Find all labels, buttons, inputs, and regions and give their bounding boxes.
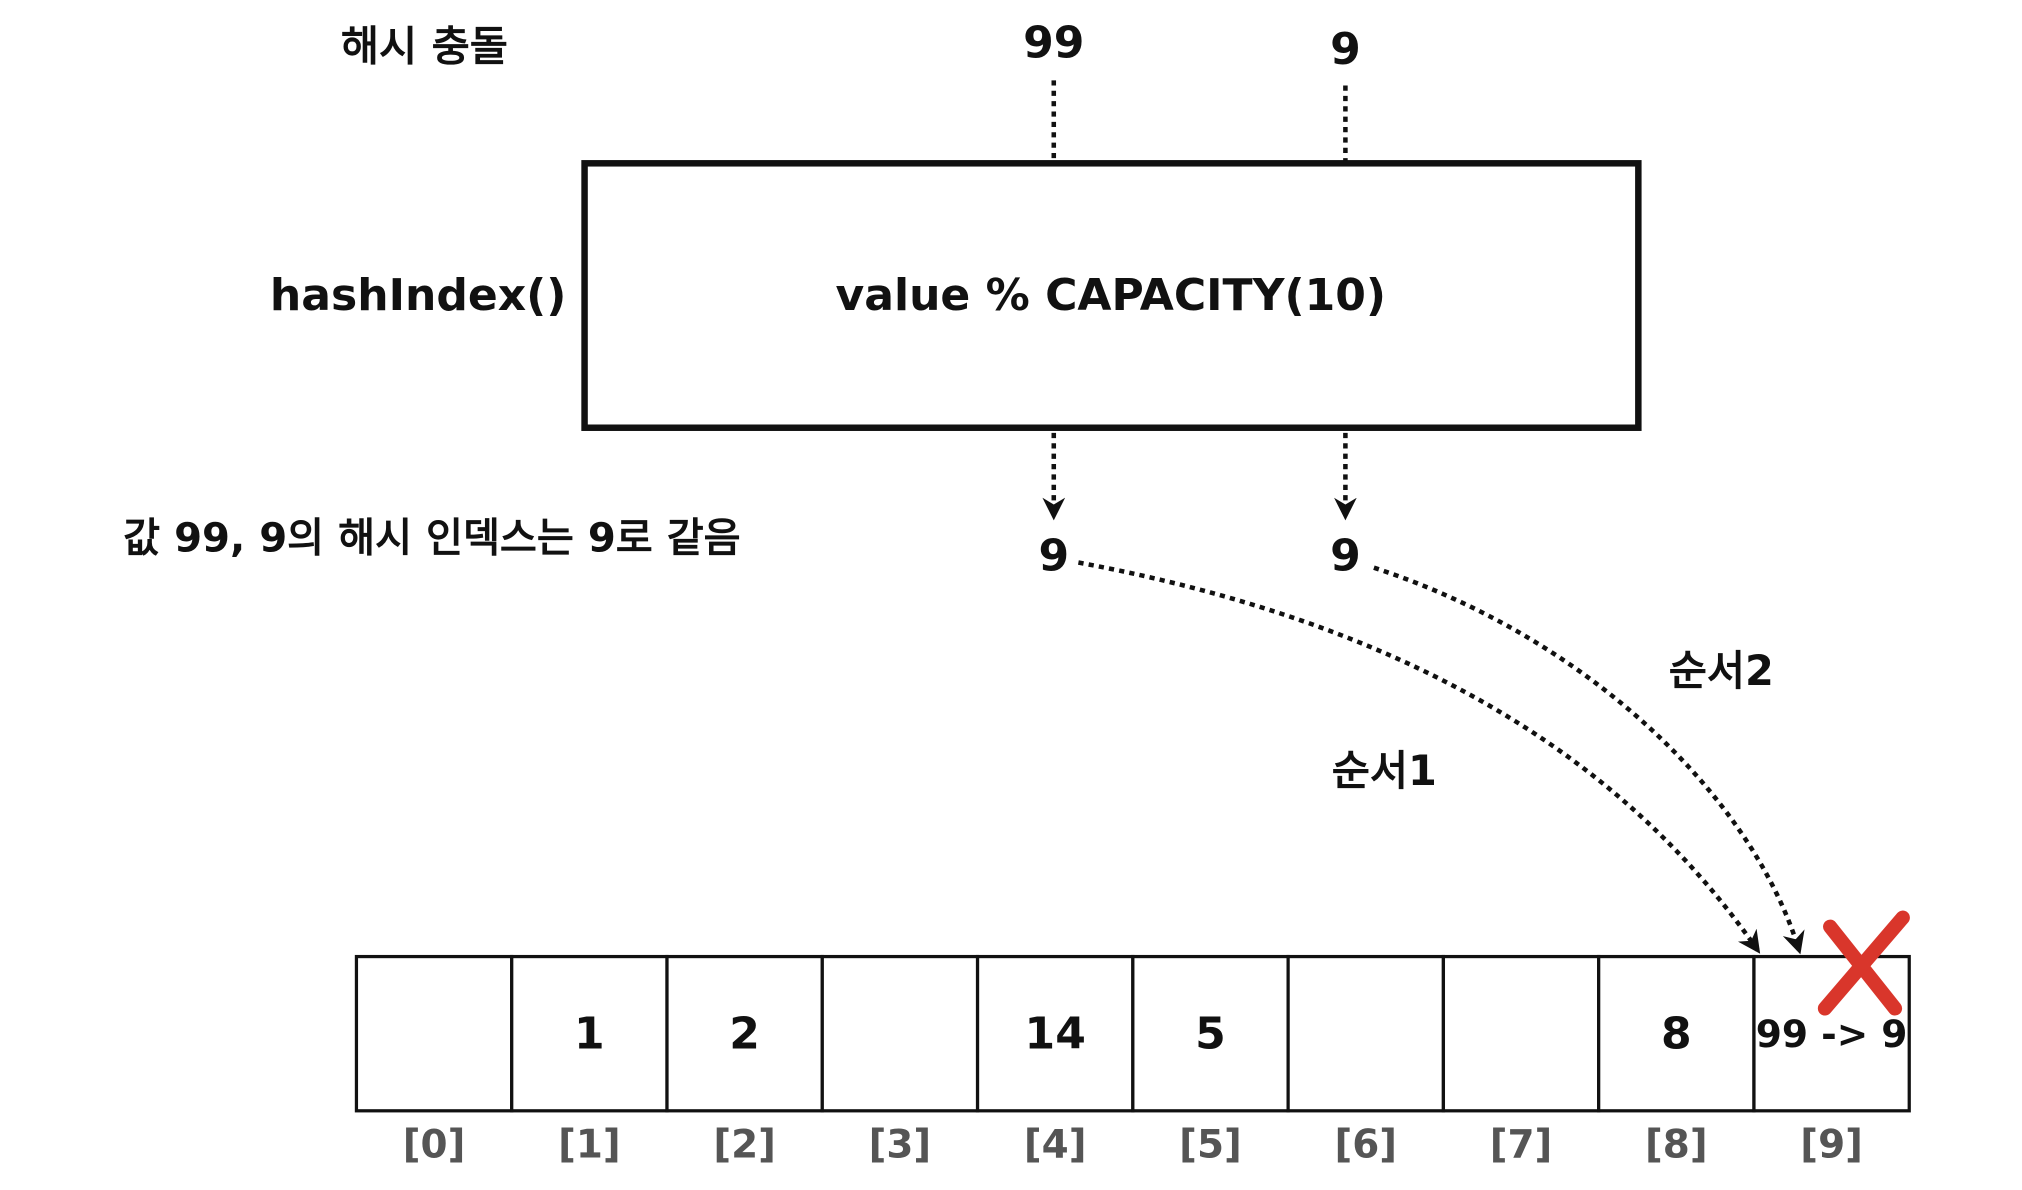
array-cell [1286,954,1446,1113]
array-index: [0] [403,1123,466,1168]
array-cell [665,954,824,1113]
array-cell [1752,954,1911,1113]
step-arrow [1077,560,1761,954]
array-index: [5] [1179,1123,1242,1168]
title: 해시 충돌 [341,22,508,70]
cell-value: 14 [1025,1008,1086,1059]
cell-value: 99 -> 9 [1756,1012,1908,1056]
array-index: [9] [1800,1123,1863,1168]
array-index: [7] [1490,1123,1553,1168]
array: [0] 1 [1] 2 [2] [3] 14 [4] 5 [5] [6] [7] 8 [8] 99 -> 9… [354,954,1911,1168]
cell-value: 2 [729,1008,760,1059]
input-value: 9 [1330,24,1361,75]
output-value: 9 [1330,531,1361,582]
array-cell [354,954,514,1113]
array-index: [4] [1024,1123,1087,1168]
input-value: 99 [1023,17,1084,68]
array-index: [1] [558,1123,621,1168]
array-cell [1131,954,1290,1113]
collision-mark [1817,910,1910,1016]
step-label: 순서1 [1332,747,1437,795]
step-arrow [1373,565,1805,955]
array-index: [8] [1645,1123,1708,1168]
step-label: 순서2 [1669,647,1774,695]
function-box [581,160,1642,431]
array-index: [3] [869,1123,932,1168]
cell-value: 5 [1195,1008,1226,1059]
note: 값 99, 9의 해시 인덱스는 9로 같음 [123,515,741,561]
array-cell [975,954,1135,1113]
array-cell [1441,954,1601,1113]
array-index: [2] [713,1123,776,1168]
cell-value: 1 [574,1008,605,1059]
array-cell [820,954,980,1113]
function-text: value % CAPACITY(10) [836,270,1387,321]
array-cell [1597,954,1756,1113]
output-value: 9 [1038,531,1069,582]
cell-value: 8 [1661,1008,1692,1059]
function-label: hashIndex() [270,270,566,321]
array-index: [6] [1334,1123,1397,1168]
